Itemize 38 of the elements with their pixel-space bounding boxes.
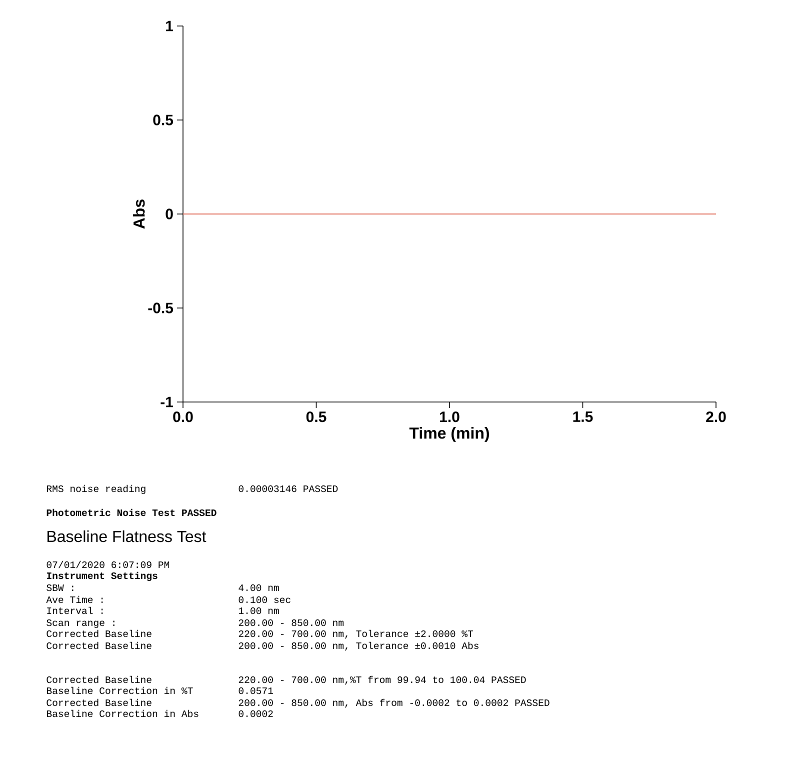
text: Corrected Baseline	[46, 642, 152, 650]
text: Corrected Baseline	[46, 630, 152, 638]
x-axis-title: Time (min)	[409, 427, 489, 442]
text: 200.00 - 850.00 nm	[238, 619, 344, 626]
text: 4.00 nm	[238, 584, 279, 592]
y-tick-label: 0	[166, 208, 173, 220]
y-tick-label: -1	[160, 396, 174, 408]
x-tick-label: 0.5	[306, 412, 326, 422]
text: 200.00 - 850.00 nm, Abs from -0.0002 to 0.0002 PASSED	[238, 698, 550, 708]
text: RMS noise reading	[46, 484, 146, 494]
y-tick-label: 0.5	[153, 114, 174, 126]
x-tick-label: 1.5	[573, 412, 593, 422]
text: Baseline Correction in Abs	[46, 710, 198, 718]
y-tick-label: 1	[166, 20, 174, 32]
text: Corrected Baseline	[46, 698, 152, 706]
x-tick-label: 0.0	[173, 412, 193, 422]
text: Baseline Correction in %T	[46, 686, 193, 694]
y-tick-label: -0.5	[148, 302, 174, 314]
text: 220.00 - 700.00 nm,%T from 99.94 to 100.04 PASSED	[238, 676, 526, 685]
text: Scan range :	[46, 619, 114, 628]
text: Corrected Baseline	[46, 676, 152, 684]
x-tick-label: 1.0	[440, 412, 460, 422]
text: Instrument Settings	[46, 572, 158, 582]
text: Baseline Flatness Test	[48, 530, 206, 542]
text: Ave Time :	[46, 596, 103, 604]
text: 0.00003146 PASSED	[238, 485, 338, 492]
x-tick-label: 2.0	[706, 412, 726, 422]
text: 200.00 - 850.00 nm, Tolerance ±0.0010 Abs	[238, 642, 478, 651]
text: Photometric Noise Test PASSED	[46, 508, 216, 516]
text: 1.00 nm	[238, 607, 279, 614]
text: 0.100 sec	[238, 596, 290, 604]
text: 0.0571	[238, 687, 274, 694]
text: 0.0002	[238, 710, 273, 718]
text: SBW :	[46, 584, 74, 592]
text: 220.00 - 700.00 nm, Tolerance ±2.0000 %T	[238, 630, 474, 639]
y-axis-title: Abs	[133, 200, 145, 229]
text: 07/01/2020 6:07:09 PM	[46, 560, 170, 568]
text: Interval :	[47, 606, 103, 614]
